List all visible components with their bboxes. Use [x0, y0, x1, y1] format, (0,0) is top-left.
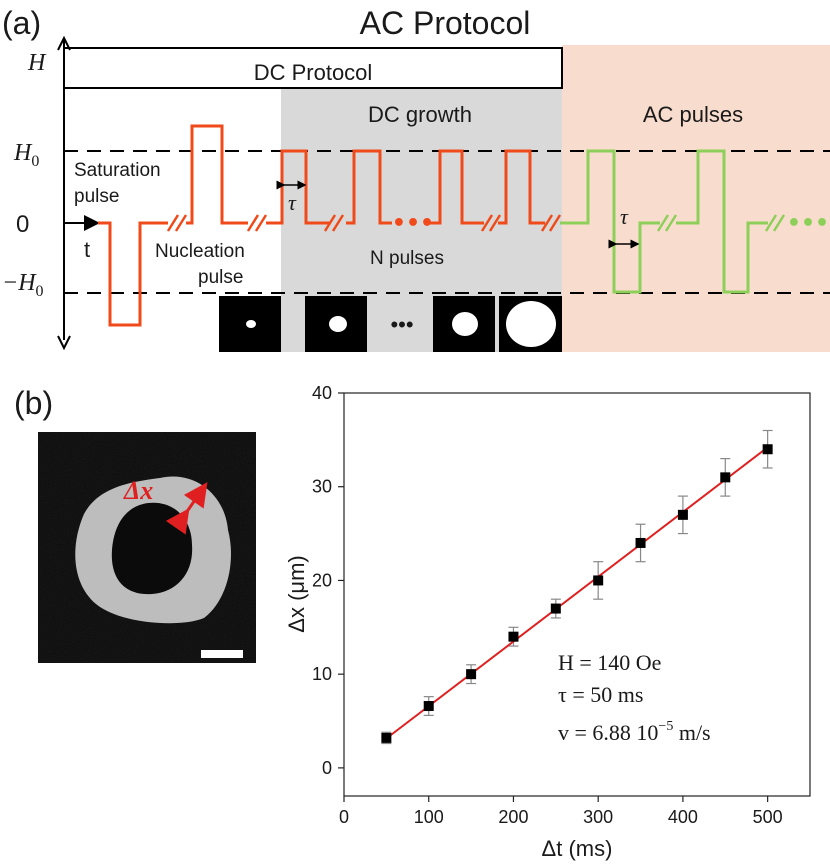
ac-break-marks [656, 214, 786, 232]
panel-a-label: (a) [2, 5, 41, 41]
thumbnail-1-domain [246, 320, 256, 328]
data-point [550, 603, 561, 614]
annotation-h: H = 140 Oe [558, 650, 661, 675]
level-neg-h0-label: −H0 [2, 270, 44, 300]
nucleation-label-line2: pulse [198, 267, 243, 288]
data-point [720, 472, 731, 483]
thumbnail-2-domain [329, 316, 347, 332]
y-tick-label: 20 [312, 570, 332, 590]
axis-h-label: H [27, 50, 47, 76]
ac-ellipsis: ••• [787, 211, 829, 236]
dc-pulse-4 [498, 149, 545, 225]
x-tick-label: 0 [339, 807, 349, 827]
nucleation-pulse-trace [186, 124, 248, 225]
n-pulses-label: N pulses [370, 248, 444, 269]
h-axis-arrow-down [57, 335, 71, 351]
y-axis-label: Δx (μm) [284, 555, 309, 632]
level-zero-label: 0 [16, 211, 29, 238]
domain-ring-inner [111, 502, 193, 595]
tau-label-ac: τ [620, 204, 629, 229]
level-h0-label: H0 [13, 140, 39, 170]
data-point [677, 509, 688, 520]
nucleation-label-line1: Nucleation [155, 241, 245, 262]
thumbnail-3-domain [452, 312, 478, 336]
y-tick-label: 40 [312, 383, 332, 403]
saturation-label-line2: pulse [74, 186, 119, 207]
kerr-image: Δx [38, 432, 256, 663]
ac-pulses-region [562, 45, 830, 352]
data-point [381, 732, 392, 743]
saturation-label-line1: Saturation [74, 160, 161, 181]
ac-pulse-1 [560, 149, 660, 294]
panel-b: (b) Δx 0 100 200 300 400 500 0 10 20 30 40 Δt (ms… [14, 383, 811, 861]
x-tick-label: 500 [753, 807, 783, 827]
delta-x-arrow [165, 482, 208, 535]
data-point [466, 669, 477, 680]
dc-pulse-2 [346, 149, 392, 225]
x-axis-label: Δt (ms) [542, 836, 613, 861]
error-bars [381, 429, 773, 745]
dc-ellipsis: ••• [392, 211, 434, 236]
y-tick-label: 10 [312, 664, 332, 684]
thumbnail-4-domain [506, 301, 556, 347]
x-tick-label: 100 [414, 807, 444, 827]
x-tick-label: 400 [668, 807, 698, 827]
x-tick-label: 300 [583, 807, 613, 827]
data-point [508, 631, 519, 642]
dc-pulse-3 [430, 149, 484, 225]
panel-b-label: (b) [14, 385, 53, 421]
dc-protocol-label: DC Protocol [254, 60, 373, 85]
ac-trace [560, 149, 768, 294]
domain-thumbnails: ••• [219, 296, 562, 352]
saturation-pulse-trace [98, 221, 168, 327]
annotation-tau: τ = 50 ms [558, 682, 643, 707]
h-axis-arrow-up [57, 35, 71, 51]
data-point [762, 444, 773, 455]
y-tick-label: 0 [322, 758, 332, 778]
time-label: t [84, 237, 90, 262]
thumbnail-ellipsis: ••• [390, 312, 413, 337]
annotation-velocity: v = 6.88 10−5 m/s [558, 719, 711, 745]
dc-protocol-box [63, 47, 563, 89]
plot-frame [343, 392, 811, 797]
dc-growth-label: DC growth [368, 102, 472, 127]
fit-line [384, 446, 769, 741]
y-ticks: 0 10 20 30 40 [312, 383, 344, 778]
panel-a: (a) AC Protocol DC Protocol DC growth AC… [2, 5, 830, 352]
ac-pulses-label: AC pulses [643, 102, 743, 127]
ac-pulse-2 [676, 149, 768, 294]
dc-trace [98, 124, 545, 327]
dc-break-marks [166, 214, 562, 232]
scale-bar [201, 650, 243, 658]
panel-a-title: AC Protocol [360, 5, 531, 41]
y-tick-label: 30 [312, 477, 332, 497]
plot-area: 0 100 200 300 400 500 0 10 20 30 40 Δt (ms) Δx (μ… [284, 383, 811, 861]
x-tick-label: 200 [498, 807, 528, 827]
x-ticks: 0 100 200 300 400 500 [339, 796, 783, 827]
data-point [635, 537, 646, 548]
tau-label-dc: τ [288, 190, 297, 215]
data-point [593, 575, 604, 586]
fit-line-group [384, 446, 769, 741]
data-markers [381, 444, 773, 743]
data-point [423, 701, 434, 712]
dc-pulse-1 [266, 149, 330, 225]
delta-x-label: Δx [123, 476, 153, 505]
